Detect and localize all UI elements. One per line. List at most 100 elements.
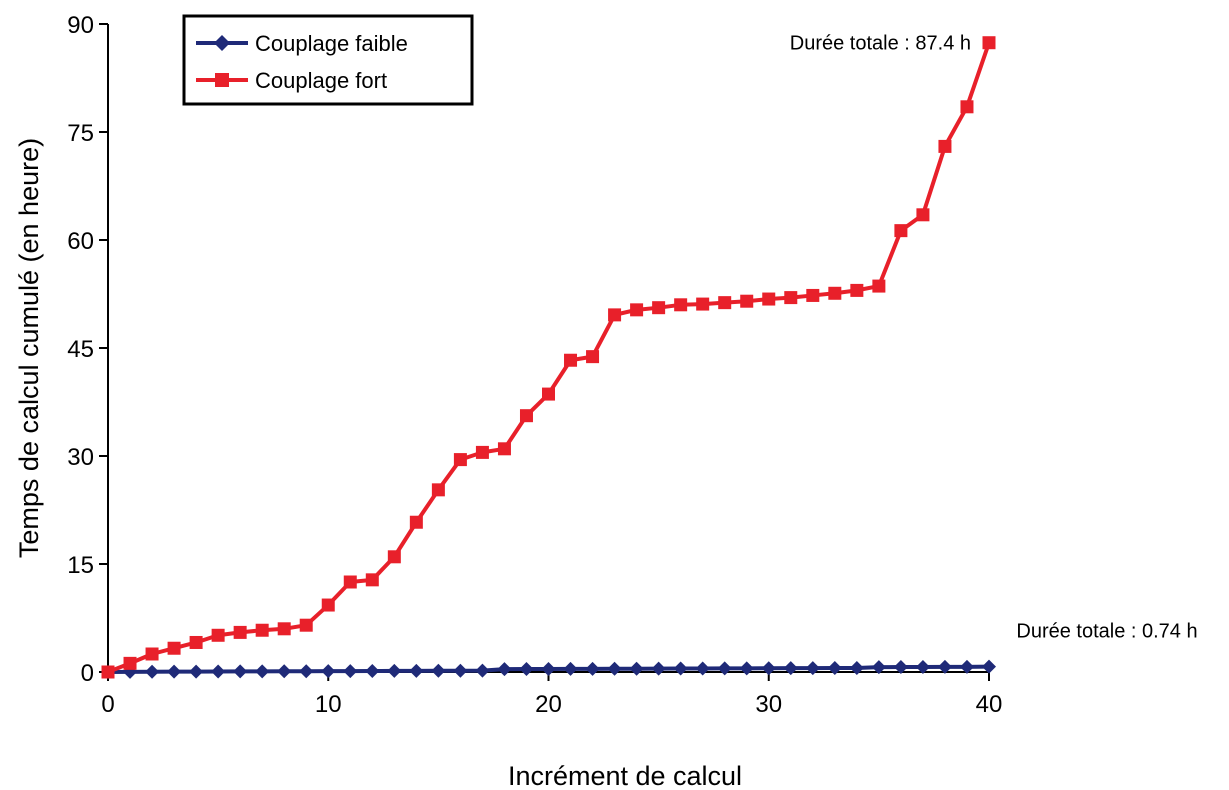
data-point-couplage-faible [717, 661, 732, 676]
data-point-couplage-fort [652, 301, 666, 315]
y-tick-label: 90 [67, 12, 94, 39]
data-point-couplage-fort [564, 353, 578, 367]
data-point-couplage-fort [828, 286, 842, 300]
data-point-couplage-faible [585, 661, 600, 676]
x-tick-label: 20 [535, 691, 562, 718]
legend-marker-square [215, 73, 229, 87]
data-point-couplage-faible [431, 663, 446, 678]
data-point-couplage-faible [409, 663, 424, 678]
legend-label-weak: Couplage faible [255, 31, 408, 56]
data-point-couplage-faible [519, 662, 534, 677]
y-tick-label: 0 [81, 660, 94, 687]
series-couplage-fort [101, 36, 996, 679]
data-point-couplage-fort [387, 550, 401, 564]
data-point-couplage-fort [916, 208, 930, 222]
data-point-couplage-faible [695, 661, 710, 676]
data-point-couplage-faible [541, 661, 556, 676]
axes: 0 15 30 45 60 75 90 0 10 20 30 40 [67, 12, 1002, 718]
legend: Couplage faible Couplage fort [182, 14, 474, 106]
data-point-couplage-fort [630, 303, 644, 317]
data-point-couplage-faible [871, 660, 886, 675]
data-point-couplage-faible [211, 664, 226, 679]
data-point-couplage-fort [608, 308, 622, 322]
data-point-couplage-fort [475, 445, 489, 459]
y-tick-label: 15 [67, 552, 94, 579]
data-point-couplage-fort [365, 573, 379, 587]
data-point-couplage-fort [894, 224, 908, 238]
data-point-couplage-faible [915, 659, 930, 674]
data-point-couplage-fort [409, 515, 423, 529]
legend-label-strong: Couplage fort [255, 68, 387, 93]
data-point-couplage-faible [607, 661, 622, 676]
series-line-couplage-fort [107, 42, 991, 674]
data-point-couplage-faible [453, 663, 468, 678]
legend-item-weak: Couplage faible [196, 31, 408, 56]
y-tick-label: 75 [67, 120, 94, 147]
data-point-couplage-fort [431, 483, 445, 497]
annotations: Durée totale : 87.4 h Durée totale : 0.7… [790, 33, 1198, 643]
annotation-total-duration-strong: Durée totale : 87.4 h [790, 33, 971, 55]
data-point-couplage-fort [718, 296, 732, 310]
y-tick-label: 60 [67, 228, 94, 255]
data-point-couplage-faible [145, 664, 160, 679]
series-layer [101, 36, 996, 679]
data-point-couplage-faible [827, 661, 842, 676]
data-point-couplage-faible [937, 659, 952, 674]
data-point-couplage-fort [211, 628, 225, 642]
data-point-couplage-fort [740, 294, 754, 308]
data-point-couplage-fort [255, 623, 269, 637]
annotation-total-duration-weak: Durée totale : 0.74 h [1016, 621, 1197, 643]
data-point-couplage-faible [982, 659, 996, 674]
data-point-couplage-faible [893, 660, 908, 675]
data-point-couplage-fort [277, 622, 291, 636]
data-point-couplage-fort [696, 297, 710, 311]
data-point-couplage-fort [233, 625, 247, 639]
data-point-couplage-faible [475, 663, 490, 678]
x-tick-label: 30 [755, 691, 782, 718]
data-point-couplage-fort [453, 453, 467, 467]
data-point-couplage-faible [299, 664, 314, 679]
data-point-couplage-fort [674, 298, 688, 312]
data-point-couplage-fort [101, 665, 115, 679]
data-point-couplage-fort [850, 283, 864, 297]
data-point-couplage-faible [365, 663, 380, 678]
data-point-couplage-fort [762, 292, 776, 306]
data-point-couplage-fort [982, 36, 996, 50]
data-point-couplage-faible [783, 661, 798, 676]
data-point-couplage-faible [651, 661, 666, 676]
data-point-couplage-fort [343, 575, 357, 589]
data-point-couplage-fort [542, 387, 555, 401]
data-point-couplage-fort [321, 598, 335, 612]
data-point-couplage-faible [959, 659, 974, 674]
y-tick-label: 30 [67, 444, 94, 471]
data-point-couplage-faible [739, 661, 754, 676]
y-tick-label: 45 [67, 336, 94, 363]
data-point-couplage-fort [123, 656, 137, 670]
data-point-couplage-faible [189, 664, 204, 679]
y-axis-title: Temps de calcul cumulé (en heure) [14, 138, 44, 558]
data-point-couplage-fort [872, 279, 886, 293]
data-point-couplage-faible [805, 661, 820, 676]
data-point-couplage-faible [849, 660, 864, 675]
legend-box [182, 14, 474, 106]
data-point-couplage-fort [299, 618, 313, 632]
x-tick-label: 10 [315, 691, 342, 718]
x-axis-title: Incrément de calcul [508, 761, 742, 790]
data-point-couplage-faible [497, 662, 512, 677]
data-point-couplage-faible [167, 664, 182, 679]
data-point-couplage-faible [387, 663, 402, 678]
data-point-couplage-fort [189, 635, 203, 649]
data-point-couplage-faible [277, 664, 292, 679]
data-point-couplage-fort [519, 409, 533, 423]
data-point-couplage-fort [497, 442, 511, 456]
data-point-couplage-faible [761, 661, 776, 676]
data-point-couplage-faible [233, 664, 248, 679]
data-point-couplage-fort [145, 647, 159, 661]
data-point-couplage-fort [784, 291, 798, 305]
data-point-couplage-faible [343, 664, 358, 679]
data-point-couplage-faible [255, 664, 270, 679]
data-point-couplage-fort [938, 139, 952, 153]
data-point-couplage-fort [960, 100, 974, 114]
data-point-couplage-fort [806, 288, 820, 302]
